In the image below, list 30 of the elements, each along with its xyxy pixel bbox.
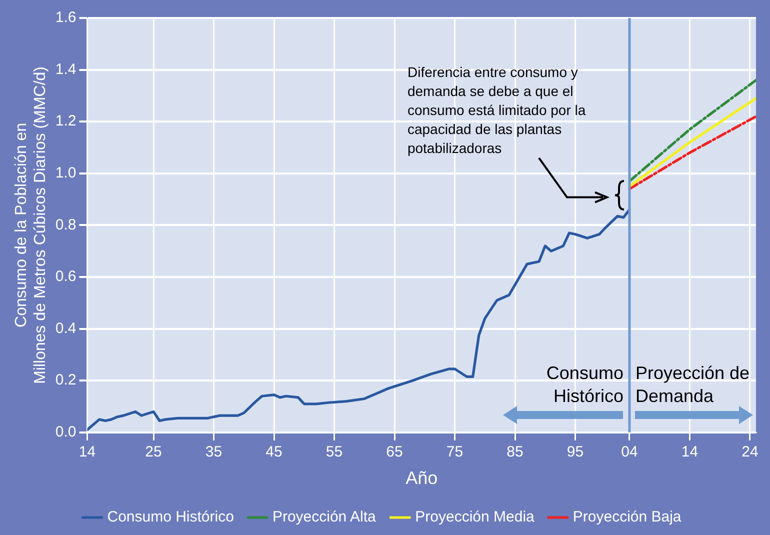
x-tick-label: 04	[621, 444, 638, 461]
y-tick-label: 0.6	[55, 268, 76, 286]
x-tick-label: 85	[506, 444, 524, 461]
x-tick-label: 55	[326, 444, 343, 461]
x-axis-title: Año	[406, 468, 438, 488]
x-tick-label: 14	[681, 444, 698, 461]
legend-label: Consumo Histórico	[107, 508, 234, 526]
y-tick-label: 1.2	[55, 112, 76, 130]
x-tick-label: 95	[566, 444, 584, 461]
legend-label: Proyección Alta	[272, 508, 376, 526]
x-tick-label: 65	[386, 444, 403, 461]
y-tick-label: 0.0	[55, 424, 76, 441]
x-tick-label: 35	[205, 444, 222, 461]
y-tick-label: 0.2	[55, 372, 76, 389]
y-tick-label: 0.4	[55, 320, 76, 337]
y-tick-label: 1.4	[55, 60, 76, 78]
legend-label: Proyección Baja	[572, 508, 682, 526]
x-tick-label: 45	[266, 444, 282, 461]
annotation: Consumo Histórico	[545, 362, 624, 408]
x-tick-label: 24	[742, 444, 758, 461]
y-axis-title: Consumo de la Población en Millones de Metros Cúbicos Diarios (MMC/d)	[13, 66, 50, 384]
y-tick-label: 1.0	[55, 164, 76, 182]
y-tick-label: 0.8	[55, 216, 76, 234]
x-tick-label: 25	[145, 444, 162, 461]
y-tick-label: 1.6	[55, 9, 76, 26]
annotation: Diferencia entre consumo y demanda se debe a que el consumo está limitado por la capacidad de las plantas potabilizadoras	[407, 63, 587, 158]
x-tick-label: 14	[78, 444, 96, 461]
legend-label: Proyección Media	[415, 508, 536, 526]
x-tick-label: 75	[446, 444, 464, 461]
annotation: Proyección de Demanda	[635, 362, 751, 408]
